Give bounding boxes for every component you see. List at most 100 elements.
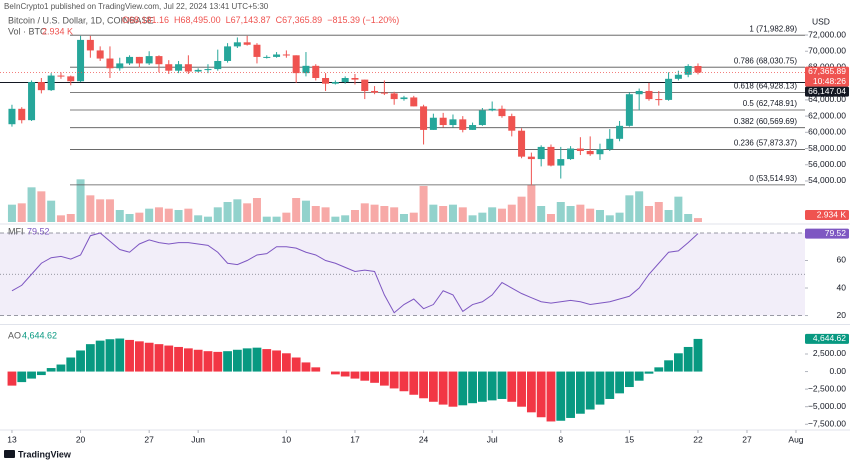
volume-bar	[595, 210, 604, 222]
y-tick-label: −2,500.00	[808, 383, 846, 393]
candle-body	[400, 97, 408, 100]
candle-body	[184, 64, 192, 72]
ao-bar	[654, 367, 664, 372]
ao-bar	[683, 346, 693, 372]
candle-body	[77, 39, 85, 82]
candle-body	[8, 108, 16, 125]
volume-bar	[272, 216, 281, 222]
ao-bar	[281, 353, 291, 372]
ao-bar	[66, 357, 76, 372]
volume-bar	[321, 207, 330, 222]
ao-bar	[399, 371, 409, 392]
candle-body	[57, 75, 65, 77]
ao-bar	[105, 339, 115, 372]
volume-bar	[625, 195, 634, 222]
volume-bar	[605, 215, 614, 222]
ao-bar	[428, 371, 438, 402]
volume-bar	[184, 208, 193, 222]
ao-bar	[389, 371, 399, 389]
candle-body	[302, 65, 310, 74]
volume-name: Vol · BTC	[8, 26, 47, 36]
ao-bar	[438, 371, 448, 405]
ao-bar	[311, 367, 321, 372]
volume-bar	[674, 196, 683, 222]
ao-bar	[115, 338, 125, 372]
candle-body	[684, 65, 692, 75]
y-tick-label: 70,000.00	[808, 45, 846, 55]
candle-body	[361, 79, 369, 91]
fib-label: 0.382 (60,569.69)	[734, 117, 797, 126]
logo: TradingView	[4, 449, 72, 459]
y-tick-label: 56,000.00	[808, 159, 846, 169]
volume-bar	[419, 186, 428, 222]
candle-body	[204, 69, 212, 71]
volume-tag: 2.934 K	[817, 209, 847, 219]
volume-bar	[174, 210, 183, 222]
candle-body	[557, 159, 565, 166]
last-price: 67,365.89	[808, 66, 846, 76]
volume-bar	[282, 212, 291, 222]
volume-bar	[233, 199, 242, 222]
volume-bar	[684, 214, 693, 222]
volume-bar	[27, 187, 36, 222]
volume-bar	[154, 207, 163, 222]
ao-bar	[85, 344, 95, 372]
ao-bar	[360, 371, 370, 381]
candle-body	[18, 108, 26, 121]
candle-body	[224, 46, 232, 61]
candle-body	[449, 119, 457, 126]
volume-bar	[488, 207, 497, 222]
volume-bar	[448, 204, 457, 222]
volume-bar	[527, 184, 536, 222]
published-note: BeInCrypto1 published on TradingView.com…	[4, 2, 269, 11]
ao-bar	[291, 357, 301, 372]
candle-body	[655, 99, 663, 101]
ao-bar	[46, 368, 56, 372]
candle-body	[694, 65, 702, 73]
volume-bar	[213, 207, 222, 222]
mfi-line	[11, 232, 699, 314]
ao-bar	[673, 353, 683, 372]
fib-label: 0 (53,514.93)	[749, 174, 797, 183]
ao-bar	[223, 351, 232, 372]
volume-bar	[654, 202, 663, 222]
hline-tag: 66,147.04	[808, 86, 846, 96]
ao-bar	[213, 351, 223, 372]
ao-bar	[95, 340, 105, 372]
volume-bar	[409, 212, 418, 222]
ao-bar	[154, 344, 164, 372]
x-tick-label: 24	[419, 434, 429, 444]
candle-body	[586, 150, 594, 155]
volume-bar	[292, 198, 301, 222]
ao-bar	[605, 371, 615, 399]
y-tick-label: 64,000.00	[808, 94, 846, 104]
candle-body	[429, 117, 437, 130]
candle-body	[86, 39, 94, 51]
candle-body	[155, 56, 163, 65]
candle-body	[469, 125, 477, 130]
candle-body	[645, 90, 653, 100]
volume-bar	[546, 214, 555, 222]
ao-bar	[232, 349, 242, 372]
candle-body	[498, 108, 506, 117]
candle-body	[576, 148, 584, 151]
x-tick-label: 15	[625, 434, 635, 444]
candle-body	[116, 63, 124, 69]
ohlc-values: O68,181.16 H68,495.00 L67,143.87 C67,365.89…	[122, 15, 399, 25]
volume-tag-group: 2.934 K	[805, 209, 849, 220]
currency: USD	[812, 16, 830, 26]
candle-body	[547, 146, 555, 166]
candle-body	[312, 65, 320, 78]
candle-body	[28, 82, 36, 121]
brand: TradingView	[18, 449, 72, 459]
x-tick-label: 20	[76, 434, 86, 444]
ohlc-item: O68,181.16	[122, 15, 169, 25]
volume-bar	[497, 208, 506, 222]
candle-body	[537, 146, 545, 160]
candle-body	[214, 60, 222, 70]
ao-bar	[350, 371, 360, 379]
hline-tag-group: 66,147.04	[805, 86, 849, 97]
ohlc-item: C67,365.89	[276, 15, 323, 25]
volume-bar	[194, 215, 203, 222]
